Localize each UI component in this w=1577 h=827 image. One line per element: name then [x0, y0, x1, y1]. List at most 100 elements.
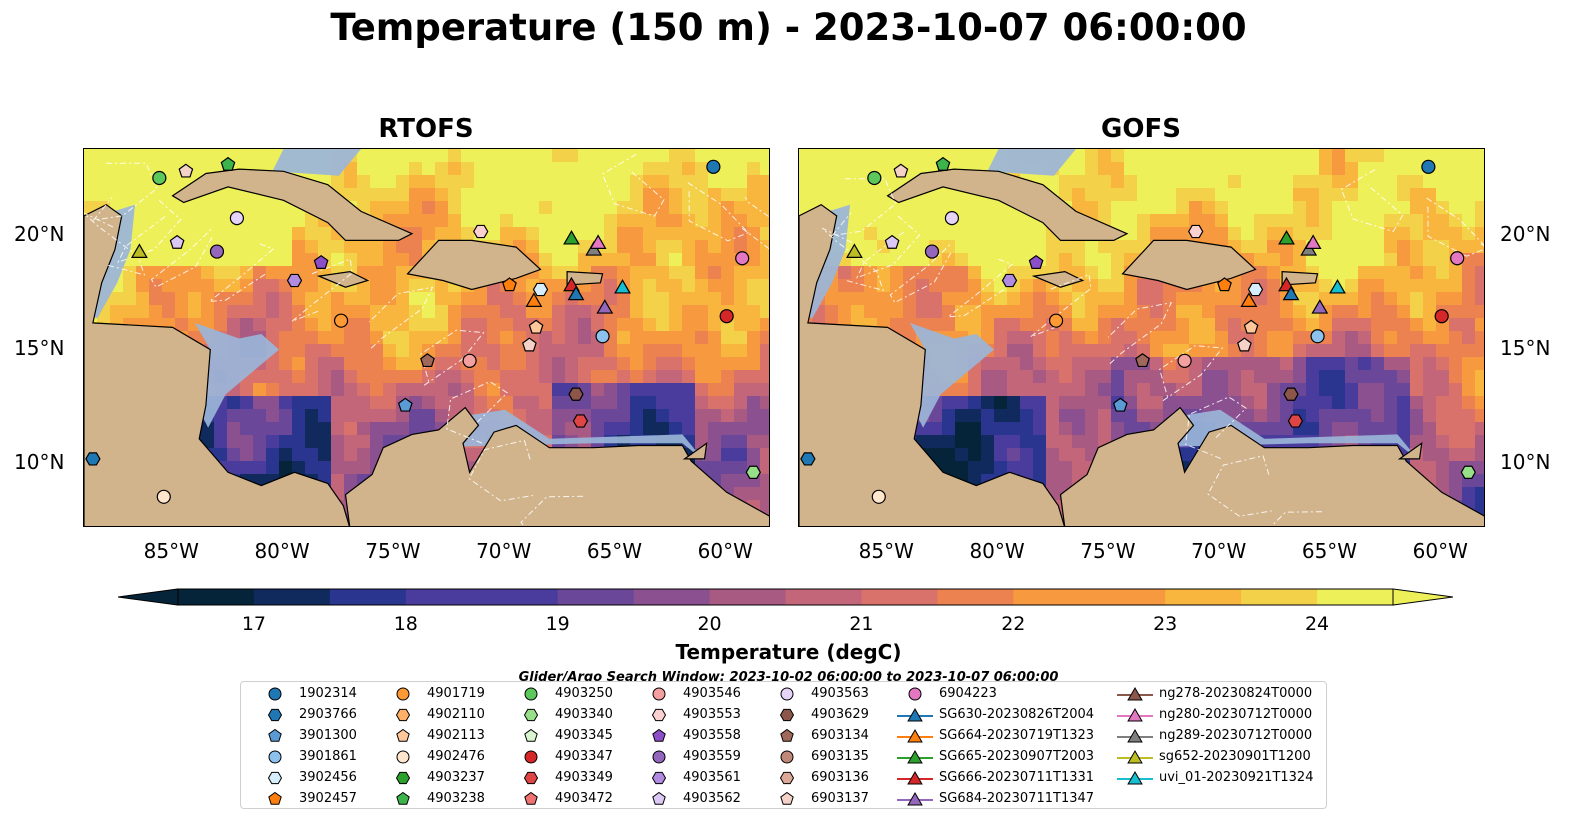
- platform-marker-3901861: [595, 329, 610, 344]
- lat-label-15n-right: 15°N: [1500, 336, 1551, 360]
- platform-marker-SG665-20230907T2003: [563, 229, 580, 245]
- legend-label: 6903136: [811, 770, 869, 785]
- colorbar-tick-20: 20: [697, 613, 722, 635]
- lon-label-70W-gofs: 70°W: [1191, 539, 1247, 563]
- colorbar-tick-23: 23: [1153, 613, 1178, 635]
- legend-label: 2903766: [299, 707, 357, 722]
- platform-marker-2903766: [800, 452, 816, 466]
- legend: 1902314 2903766 3901300 3901861 3902456 39024…: [240, 681, 1327, 809]
- lon-label-80W-gofs: 80°W: [969, 539, 1025, 563]
- legend-label: 1902314: [299, 686, 357, 701]
- legend-label: 4903238: [427, 791, 485, 806]
- platform-marker-4903561: [286, 273, 303, 288]
- platform-marker-4903546: [1177, 353, 1192, 368]
- legend-label: ng280-20230712T0000: [1159, 707, 1313, 722]
- platform-marker-4902476: [871, 489, 886, 504]
- legend-label: 3902457: [299, 791, 357, 806]
- pentagon-marker-icon: [268, 728, 282, 742]
- hexagon-marker-icon: [267, 771, 283, 785]
- platform-marker-4903562: [884, 234, 900, 249]
- platform-marker-6903137: [178, 163, 194, 178]
- triangle-marker-icon: [1117, 750, 1153, 764]
- platform-marker-4903563: [229, 211, 245, 226]
- circle-marker-icon: [652, 687, 666, 701]
- platform-marker-4903629: [568, 387, 584, 401]
- map-panel-rtofs: [83, 148, 770, 527]
- lat-label-20n-right: 20°N: [1500, 222, 1551, 246]
- platform-marker-4903558: [313, 254, 329, 269]
- lon-label-65W-rtofs: 65°W: [586, 539, 643, 563]
- platform-marker-4902476: [156, 489, 171, 504]
- map-gofs: [799, 149, 1484, 526]
- platform-marker-SG630-20230826T2004: [1282, 285, 1300, 301]
- hexagon-marker-icon: [267, 708, 283, 722]
- platform-marker-3901300: [397, 397, 413, 412]
- platform-marker-4903349: [1287, 414, 1304, 428]
- lon-label-80W-rtofs: 80°W: [254, 539, 310, 563]
- lon-label-60W-rtofs: 60°W: [697, 539, 753, 563]
- platform-marker-6903137: [1237, 337, 1252, 352]
- pentagon-marker-icon: [524, 791, 538, 805]
- legend-label: 6903135: [811, 749, 869, 764]
- search-window-text: Glider/Argo Search Window: 2023-10-02 06…: [518, 670, 1059, 682]
- circle-marker-icon: [908, 687, 922, 701]
- platform-marker-4903250: [867, 170, 882, 186]
- triangle-marker-icon: [1117, 708, 1153, 722]
- platform-marker-uvi_01-20230921T1324: [1329, 278, 1346, 294]
- platform-marker-4903349: [572, 414, 589, 428]
- legend-label: 4903558: [683, 728, 741, 743]
- triangle-marker-icon: [897, 729, 933, 743]
- platform-marker-6904223: [735, 251, 750, 266]
- platform-marker-4902113: [528, 319, 544, 334]
- legend-label: 3902456: [299, 770, 357, 785]
- platform-marker-4903347: [1434, 309, 1449, 324]
- panel-title-rtofs: RTOFS: [378, 114, 474, 144]
- triangle-marker-icon: [897, 792, 933, 806]
- map-rtofs: [84, 149, 769, 526]
- platform-marker-4903559: [209, 244, 225, 259]
- legend-label: sg652-20230901T1200: [1159, 749, 1311, 764]
- platform-marker-4901719: [333, 313, 349, 328]
- platform-marker-4903629: [1283, 387, 1299, 401]
- hexagon-marker-icon: [779, 771, 795, 785]
- lon-label-60W-gofs: 60°W: [1412, 539, 1468, 563]
- legend-label: 6903134: [811, 728, 869, 743]
- hexagon-marker-icon: [779, 708, 795, 722]
- legend-label: 4903553: [683, 707, 741, 722]
- hexagon-marker-icon: [395, 708, 411, 722]
- legend-label: ng278-20230824T0000: [1159, 686, 1313, 701]
- legend-label: 4903345: [555, 728, 613, 743]
- legend-label: 4903563: [811, 686, 869, 701]
- legend-label: SG684-20230711T1347: [939, 791, 1095, 806]
- platform-marker-1902314: [1421, 159, 1436, 174]
- legend-label: 4903237: [427, 770, 485, 785]
- triangle-marker-icon: [897, 750, 933, 764]
- triangle-marker-icon: [1117, 687, 1153, 701]
- legend-label: 4903629: [811, 707, 869, 722]
- pentagon-marker-icon: [652, 791, 666, 805]
- circle-marker-icon: [524, 750, 538, 764]
- platform-marker-4903340: [745, 465, 761, 479]
- legend-label: SG664-20230719T1323: [939, 728, 1095, 743]
- colorbar-tick-22: 22: [1001, 613, 1026, 635]
- hexagon-marker-icon: [651, 771, 667, 785]
- colorbar-tick-18: 18: [393, 613, 418, 635]
- legend-label: 4903349: [555, 770, 613, 785]
- platform-marker-4903347: [719, 309, 734, 324]
- platform-marker-2903766: [85, 452, 101, 466]
- platform-marker-4903553: [1188, 224, 1204, 239]
- platform-marker-3901300: [1112, 397, 1128, 412]
- legend-label: 3901300: [299, 728, 357, 743]
- platform-marker-4903238: [220, 156, 236, 171]
- legend-label: 4901719: [427, 686, 485, 701]
- legend-label: 4902110: [427, 707, 485, 722]
- legend-label: 4903250: [555, 686, 613, 701]
- platform-marker-6903134: [1135, 353, 1150, 368]
- lat-label-10n-right: 10°N: [1500, 450, 1551, 474]
- platform-marker-SG684-20230711T1347: [1311, 299, 1329, 314]
- platform-marker-6903137: [522, 337, 537, 352]
- platform-marker-4903562: [169, 234, 185, 249]
- platform-marker-sg652-20230901T1200: [846, 243, 863, 258]
- circle-marker-icon: [268, 687, 282, 701]
- legend-label: 6904223: [939, 686, 997, 701]
